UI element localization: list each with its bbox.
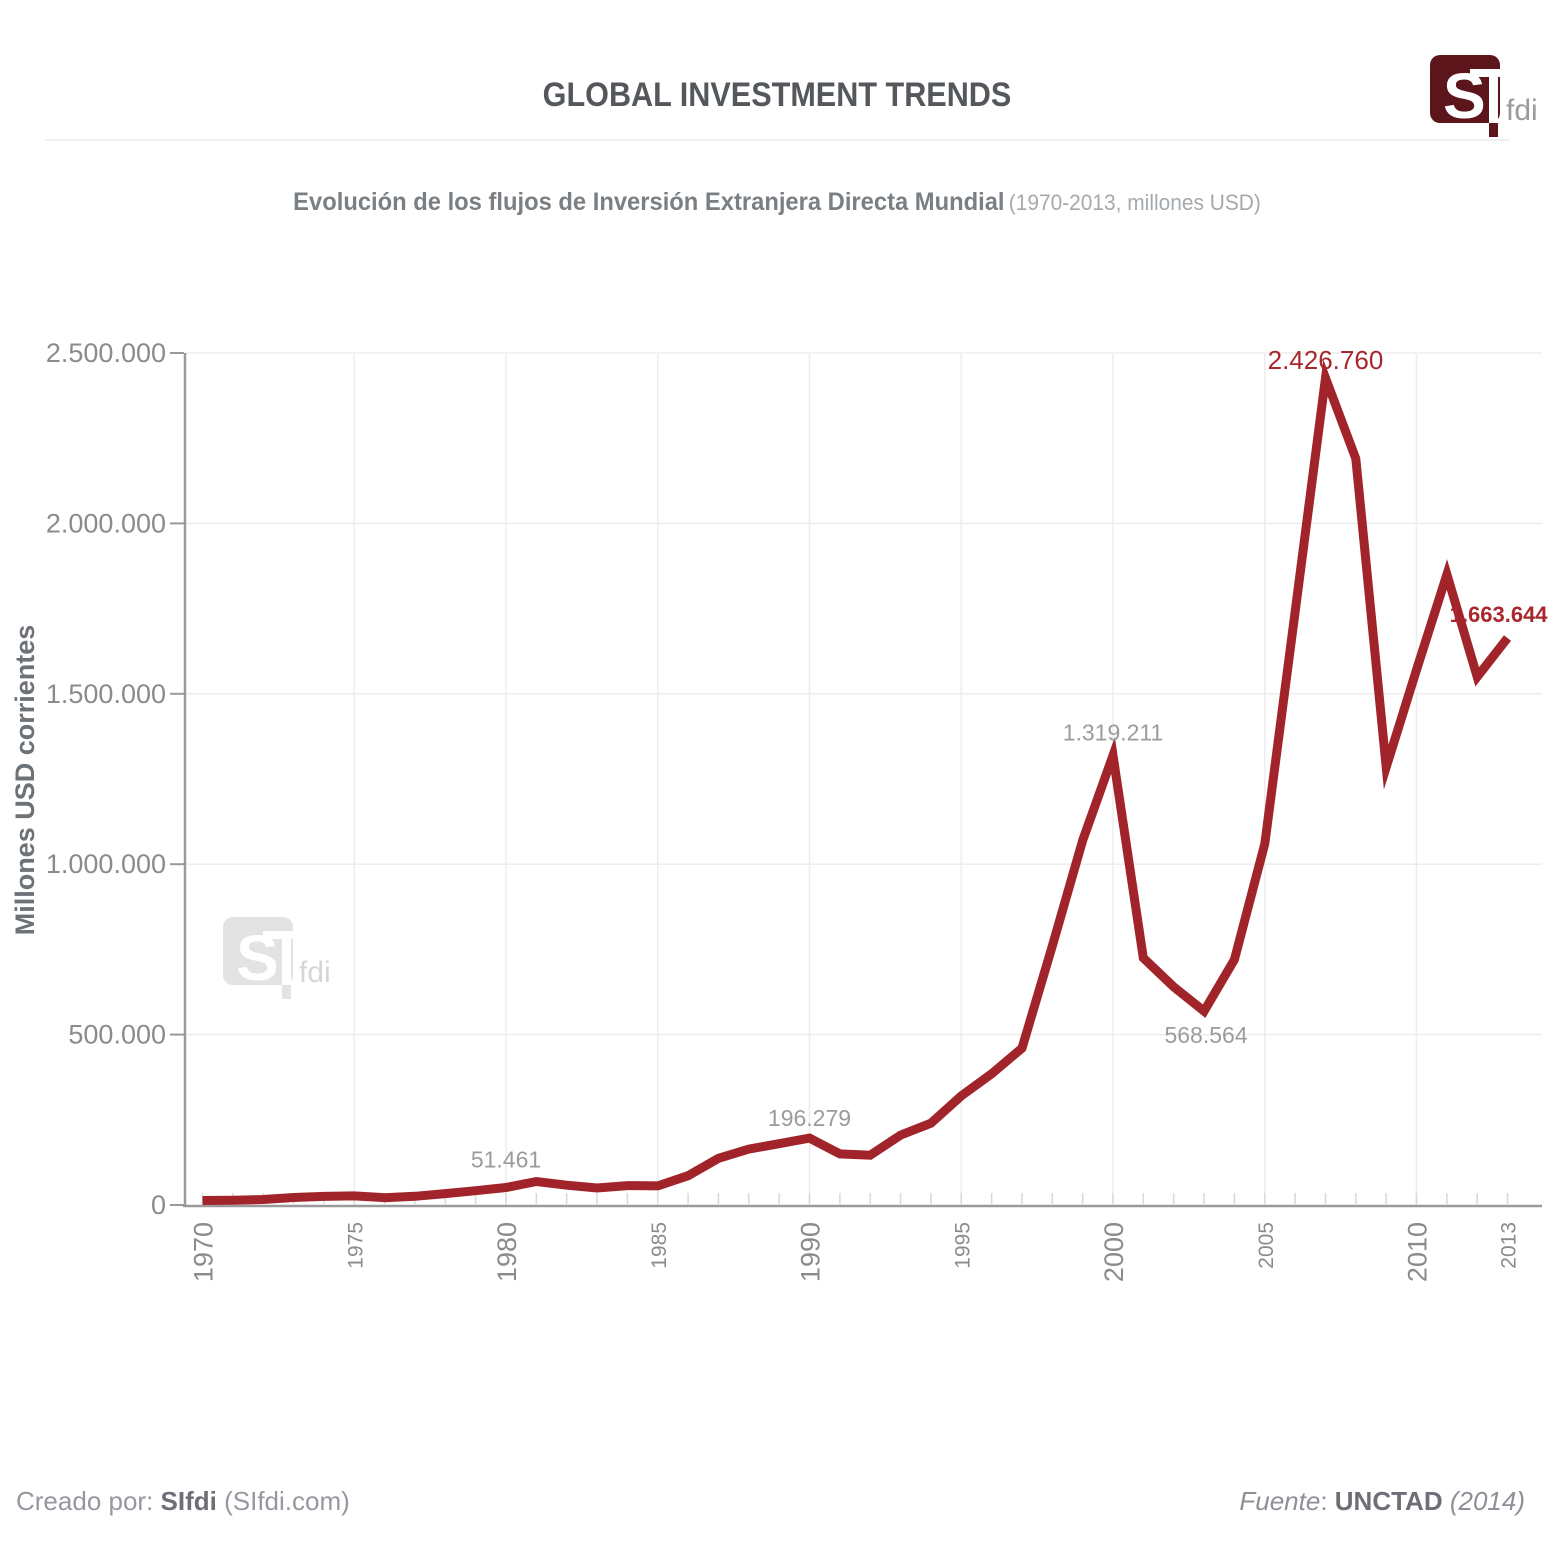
sifdi-watermark: S fdi bbox=[223, 917, 331, 999]
source-separator: : bbox=[1320, 1486, 1335, 1516]
x-tick-label: 1995 bbox=[951, 1222, 974, 1269]
y-tick-label: 500.000 bbox=[68, 1020, 166, 1050]
fdi-line bbox=[202, 359, 1512, 1205]
x-tick-label: 1970 bbox=[189, 1222, 219, 1282]
page-title: GLOBAL INVESTMENT TRENDS bbox=[542, 76, 1012, 114]
x-tick-label: 2010 bbox=[1403, 1222, 1433, 1282]
logo-i-tail bbox=[1489, 123, 1498, 137]
credit-prefix: Creado por: bbox=[16, 1486, 161, 1516]
title-divider bbox=[45, 139, 1509, 141]
x-tick-label: 2000 bbox=[1099, 1222, 1129, 1282]
y-tick-label: 1.000.000 bbox=[46, 849, 166, 879]
data-series bbox=[202, 359, 1512, 1205]
subtitle-note: (1970-2013, millones USD) bbox=[1008, 190, 1261, 215]
subtitle-main: Evolución de los flujos de Inversión Ext… bbox=[293, 188, 1005, 216]
data-point-label: 1.663.644 bbox=[1450, 602, 1549, 627]
watermark-i-tail bbox=[282, 985, 291, 999]
data-point-label: 568.564 bbox=[1164, 1022, 1247, 1048]
source-org: UNCTAD bbox=[1334, 1486, 1443, 1516]
data-point-label: 1.319.211 bbox=[1063, 719, 1164, 745]
y-tick-label: 1.500.000 bbox=[46, 679, 166, 709]
logo-i-stem bbox=[1489, 77, 1498, 123]
x-tick-label: 2013 bbox=[1498, 1222, 1521, 1269]
logo-fdi-text: fdi bbox=[1506, 94, 1538, 127]
logo-i-crossbar bbox=[1470, 69, 1503, 77]
y-tick-label: 0 bbox=[151, 1190, 166, 1220]
source-label: Fuente bbox=[1239, 1486, 1321, 1516]
data-point-label: 2.426.760 bbox=[1268, 345, 1384, 375]
x-tick-label: 1990 bbox=[796, 1222, 826, 1282]
y-axis-labels: 0 500.000 1.000.000 1.500.000 2.000.000 2.500… bbox=[46, 338, 166, 1220]
x-tick-label: 1985 bbox=[648, 1222, 671, 1269]
credit-text: Creado por: SIfdi (SIfdi.com) bbox=[16, 1486, 350, 1517]
watermark-i-crossbar bbox=[263, 931, 296, 939]
data-point-label: 196.279 bbox=[768, 1105, 851, 1131]
x-axis-labels: 1970 1980 1990 2000 2010 1975 1985 1995 2005 2013 bbox=[189, 1222, 1521, 1282]
source-year: (2014) bbox=[1442, 1486, 1525, 1516]
axis-ticks bbox=[170, 352, 1509, 1206]
x-tick-label: 1980 bbox=[492, 1222, 522, 1282]
gridlines bbox=[185, 352, 1542, 1205]
y-axis-title: Millones USD corrientes bbox=[10, 625, 40, 936]
y-tick-label: 2.000.000 bbox=[46, 508, 166, 538]
watermark-i-stem bbox=[282, 939, 291, 985]
credit-suffix: (SIfdi.com) bbox=[216, 1486, 350, 1516]
x-tick-label: 2005 bbox=[1255, 1222, 1278, 1269]
credit-brand: SIfdi bbox=[160, 1486, 217, 1516]
axes bbox=[183, 353, 1542, 1208]
watermark-fdi-text: fdi bbox=[299, 956, 331, 989]
y-tick-label: 2.500.000 bbox=[46, 338, 166, 368]
sifdi-logo: S fdi bbox=[1430, 55, 1538, 137]
data-point-label: 51.461 bbox=[471, 1146, 541, 1172]
data-labels: 51.461 196.279 1.319.211 568.564 2.426.760 1.… bbox=[471, 345, 1548, 1173]
x-tick-label: 1975 bbox=[344, 1222, 367, 1269]
chart-subtitle: Evolución de los flujos de Inversión Ext… bbox=[39, 188, 1515, 217]
source-text: Fuente: UNCTAD (2014) bbox=[1239, 1486, 1525, 1517]
